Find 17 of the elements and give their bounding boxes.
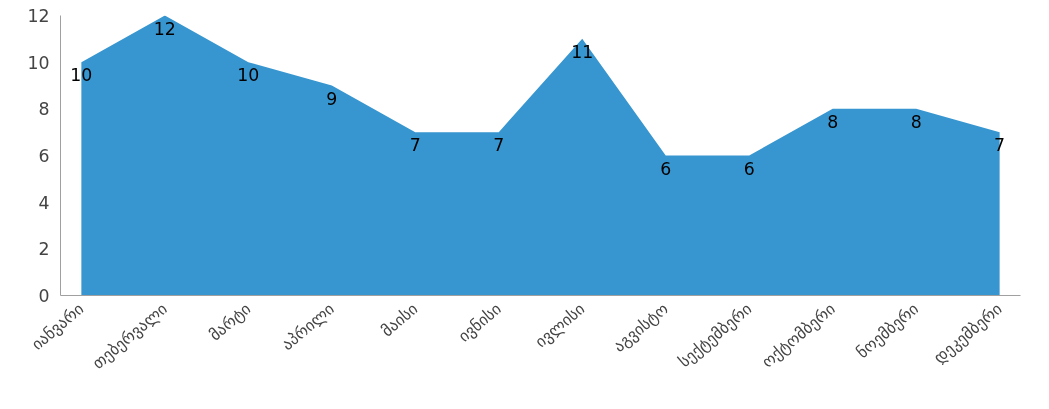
data-label: 10 [237,65,260,86]
data-label: 7 [409,135,421,156]
data-label: 11 [571,41,594,62]
y-tick-label: 6 [38,146,50,166]
data-label: 8 [910,111,922,132]
data-label: 6 [660,158,672,179]
y-tick-label: 4 [38,192,50,213]
data-label: 6 [743,158,755,179]
y-tick-label: 2 [38,239,50,260]
data-label: 9 [326,88,338,109]
data-label: 7 [493,135,505,156]
data-label: 12 [153,18,176,39]
y-tick-label: 10 [27,52,50,73]
y-tick-label: 12 [27,6,50,26]
y-tick-label: 8 [38,99,50,120]
y-tick-label: 0 [38,286,50,306]
data-label: 8 [827,111,839,132]
